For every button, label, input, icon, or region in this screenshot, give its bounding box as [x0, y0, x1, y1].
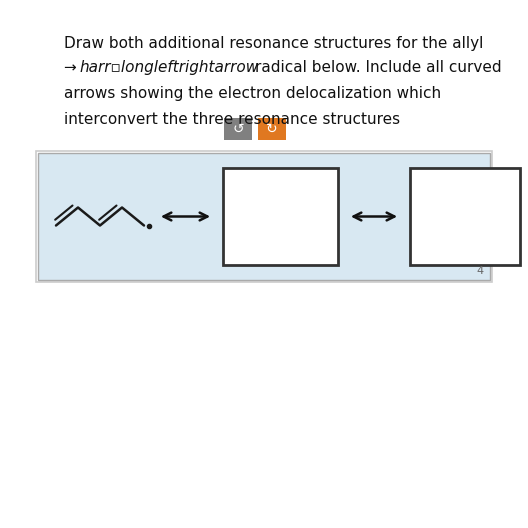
- FancyBboxPatch shape: [258, 118, 286, 140]
- Text: harr▫longleftrightarrow: harr▫longleftrightarrow: [79, 60, 258, 75]
- Text: →: →: [64, 60, 82, 75]
- Text: ↺: ↺: [232, 122, 244, 136]
- FancyBboxPatch shape: [223, 168, 338, 265]
- FancyBboxPatch shape: [36, 151, 492, 282]
- Text: radical below. Include all curved: radical below. Include all curved: [255, 60, 502, 75]
- FancyBboxPatch shape: [410, 168, 520, 265]
- Text: ↻: ↻: [266, 122, 278, 136]
- Text: Draw both additional resonance structures for the allyl: Draw both additional resonance structure…: [64, 36, 483, 51]
- FancyBboxPatch shape: [224, 118, 252, 140]
- Text: 4: 4: [477, 266, 484, 276]
- FancyBboxPatch shape: [38, 153, 490, 280]
- Text: interconvert the three resonance structures: interconvert the three resonance structu…: [64, 112, 400, 127]
- Text: arrows showing the electron delocalization which: arrows showing the electron delocalizati…: [64, 86, 441, 101]
